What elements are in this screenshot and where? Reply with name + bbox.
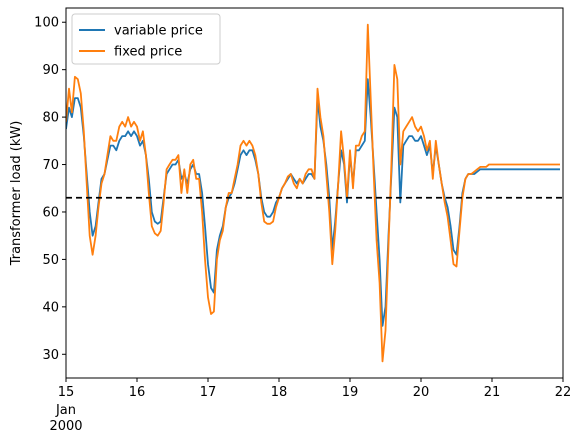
x-tick-label: 21: [484, 385, 501, 400]
y-tick-label: 60: [42, 205, 59, 220]
x-tick-label: 18: [271, 385, 288, 400]
legend-label: fixed price: [114, 45, 182, 60]
series-line-fixed-price: [66, 23, 560, 363]
x-tick-sublabel: 2000: [49, 419, 82, 434]
series-layer: [66, 23, 560, 363]
y-tick-label: 100: [34, 16, 59, 31]
legend: variable price fixed price: [71, 13, 221, 65]
legend-label: variable price: [114, 24, 203, 39]
axes-frame: [65, 7, 564, 379]
y-tick-label: 90: [42, 63, 59, 78]
legend-box: [71, 13, 221, 65]
y-axis-label: Transformer load (kW): [9, 121, 24, 267]
y-tick-label: 30: [42, 348, 59, 363]
x-tick-label: 22: [555, 385, 572, 400]
y-tick-label: 80: [42, 111, 59, 126]
x-tick-label: 17: [200, 385, 217, 400]
y-tick-label: 70: [42, 158, 59, 173]
x-tick-label: 15: [58, 385, 75, 400]
x-tick-label: 19: [342, 385, 359, 400]
y-axis: 30 40 50 60 70 80 90 100: [34, 16, 66, 363]
x-tick-label: 16: [129, 385, 146, 400]
y-tick-label: 40: [42, 300, 59, 315]
x-tick-sublabel: Jan: [55, 403, 76, 418]
series-line-variable-price: [66, 78, 560, 327]
x-tick-label: 20: [413, 385, 430, 400]
y-tick-label: 50: [42, 253, 59, 268]
